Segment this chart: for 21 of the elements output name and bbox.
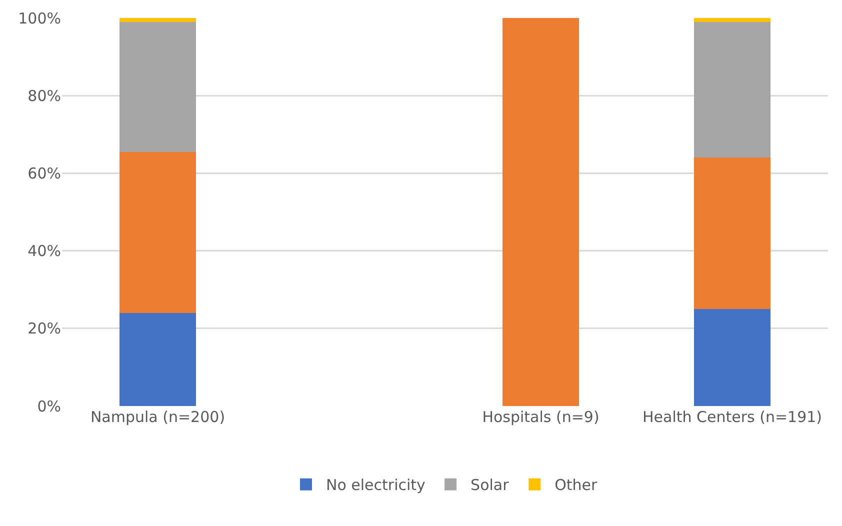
y-tick-label: 60%	[28, 164, 61, 182]
bar	[694, 18, 771, 22]
bar	[694, 22, 771, 158]
y-tick-label: 100%	[18, 9, 61, 28]
bar	[119, 152, 196, 313]
y-tick-label: 40%	[28, 242, 61, 260]
legend-label: No electricity	[326, 476, 426, 494]
x-tick-label: Nampula (n=200)	[90, 408, 226, 426]
bar	[119, 22, 196, 152]
bar	[694, 309, 771, 406]
y-tick-label: 20%	[28, 320, 61, 338]
x-tick-label: Hospitals (n=9)	[482, 408, 600, 426]
legend-label: Solar	[470, 476, 510, 494]
bar	[502, 18, 580, 406]
bar	[694, 158, 771, 309]
y-tick-label: 80%	[28, 86, 61, 105]
x-tick-label: Health Centers (n=191)	[642, 408, 822, 426]
bar	[119, 18, 196, 22]
bar	[119, 312, 196, 406]
y-tick-label: 0%	[37, 397, 61, 416]
legend-label: Other	[554, 476, 598, 494]
